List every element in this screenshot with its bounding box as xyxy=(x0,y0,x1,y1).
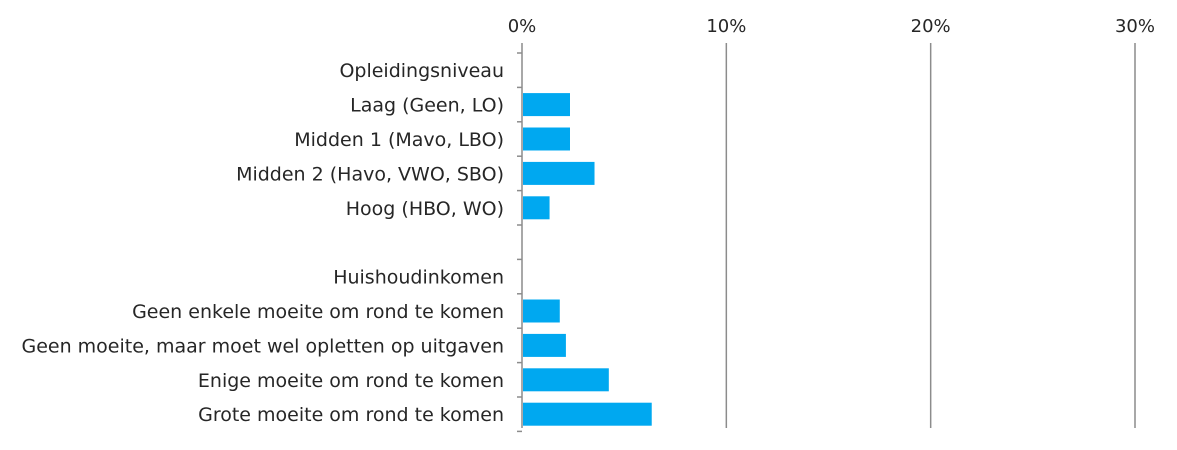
x-tick-label: 30% xyxy=(1115,16,1155,37)
bar xyxy=(523,299,560,323)
bar xyxy=(523,402,652,426)
category-label: Hoog (HBO, WO) xyxy=(346,198,504,220)
category-labels: Opleidingsniveau Laag (Geen, LO) Midden 1 … xyxy=(21,60,504,426)
gridlines xyxy=(725,43,1136,428)
category-label: Geen enkele moeite om rond te komen xyxy=(132,301,504,323)
x-axis-ticks: 0% 10% 20% 30% xyxy=(508,16,1155,37)
x-tick-label: 10% xyxy=(706,16,746,37)
category-label: Midden 2 (Havo, VWO, SBO) xyxy=(236,163,504,185)
bar xyxy=(523,333,566,357)
bar xyxy=(523,127,570,151)
x-tick-label: 0% xyxy=(508,16,537,37)
category-label: Huishoudinkomen xyxy=(333,267,504,289)
bar xyxy=(523,196,550,220)
category-label: Laag (Geen, LO) xyxy=(350,95,504,117)
bar xyxy=(523,161,595,185)
bars xyxy=(523,93,652,426)
category-label: Midden 1 (Mavo, LBO) xyxy=(294,129,504,151)
category-label: Enige moeite om rond te komen xyxy=(198,370,504,392)
bar xyxy=(523,368,609,392)
category-axis xyxy=(517,43,523,433)
category-label: Opleidingsniveau xyxy=(339,60,504,82)
category-label: Geen moeite, maar moet wel opletten op u… xyxy=(21,335,504,357)
category-label: Grote moeite om rond te komen xyxy=(198,404,504,426)
bar xyxy=(523,93,570,117)
x-tick-label: 20% xyxy=(911,16,951,37)
